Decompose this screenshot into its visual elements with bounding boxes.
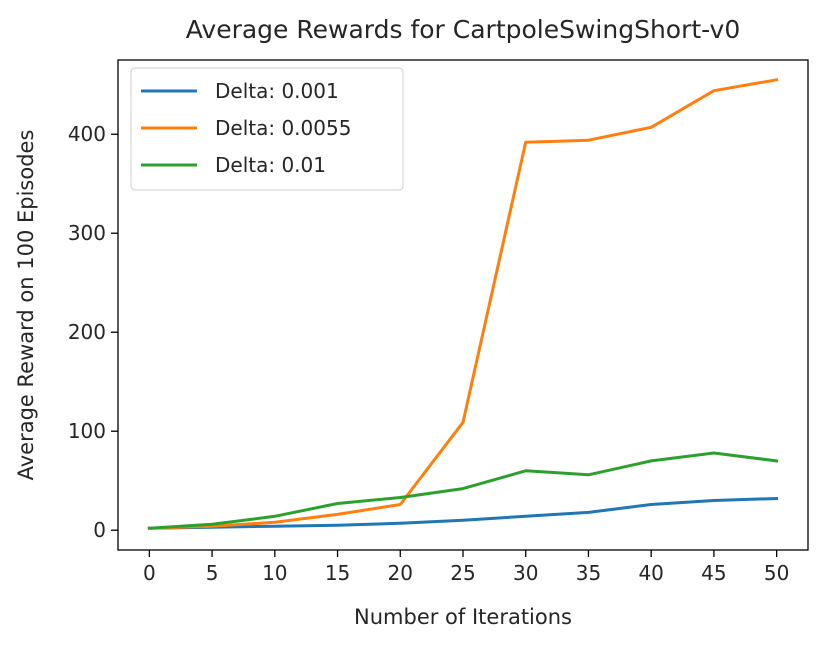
y-tick-label: 200: [68, 320, 106, 344]
series-line-1: [147, 496, 779, 530]
y-tick-label: 0: [93, 518, 106, 542]
x-tick-label: 5: [206, 561, 219, 585]
x-tick-label: 25: [450, 561, 475, 585]
x-tick-label: 35: [576, 561, 601, 585]
x-axis-label: Number of Iterations: [354, 605, 572, 629]
x-tick-label: 50: [764, 561, 789, 585]
legend-label-3: Delta: 0.01: [215, 153, 326, 177]
x-tick-label: 30: [513, 561, 538, 585]
x-axis: 0 5 10 15 20 25 30 35 40 45 50: [143, 550, 789, 585]
series-line-2: [147, 78, 779, 530]
legend-label-2: Delta: 0.0055: [215, 116, 351, 140]
x-tick-label: 20: [388, 561, 413, 585]
x-tick-label: 0: [143, 561, 156, 585]
chart-title: Average Rewards for CartpoleSwingShort-v…: [186, 15, 740, 44]
series-line-3: [147, 451, 779, 530]
legend: Delta: 0.001 Delta: 0.0055 Delta: 0.01: [130, 67, 404, 191]
legend-label-1: Delta: 0.001: [215, 79, 339, 103]
series-layer: [147, 78, 779, 530]
x-tick-label: 45: [701, 561, 726, 585]
y-tick-label: 300: [68, 221, 106, 245]
x-tick-label: 40: [638, 561, 663, 585]
x-tick-label: 15: [325, 561, 350, 585]
y-tick-label: 100: [68, 419, 106, 443]
legend-box: [130, 67, 404, 191]
x-tick-label: 10: [262, 561, 287, 585]
y-tick-label: 400: [68, 122, 106, 146]
y-axis-label: Average Reward on 100 Episodes: [14, 130, 38, 481]
y-axis: 0 100 200 300 400: [68, 122, 118, 542]
